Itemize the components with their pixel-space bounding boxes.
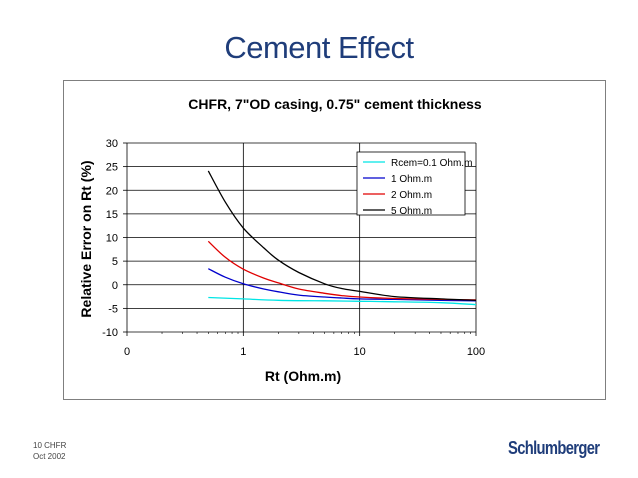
y-tick-label: -10 [102,327,118,339]
x-tick-label: 10 [354,346,366,358]
x-tick-label: 100 [467,346,485,358]
y-tick-label: -5 [108,303,118,315]
y-tick-label: 15 [106,209,118,221]
legend: Rcem=0.1 Ohm.m 1 Ohm.m 2 Ohm.m 5 Ohm.m [356,151,472,217]
slide-title: Cement Effect [224,30,414,65]
legend-label: Rcem=0.1 Ohm.m [391,158,472,169]
series-line-2 [208,268,477,302]
legend-label: 2 Ohm.m [391,190,432,201]
series-line-3 [207,240,477,301]
series-line-1 [208,296,477,306]
x-tick-label: 1 [240,346,246,358]
y-tick-label: 20 [106,185,118,197]
series-line-4 [207,170,477,301]
chart-frame: CHFR, 7"OD casing, 0.75" cement thicknes… [63,80,606,400]
x-tick-label: 0 [124,346,130,358]
chart-title: CHFR, 7"OD casing, 0.75" cement thicknes… [188,96,482,112]
y-tick-label: 30 [106,138,118,150]
y-tick-label: 10 [106,233,118,245]
footer-page-number: 10 CHFR [33,441,67,450]
legend-label: 1 Ohm.m [391,174,432,185]
tick-layer: -10 -5 0 5 10 15 20 25 30 0 1 10 100 [102,138,485,358]
schlumberger-logo: Schlumberger [508,438,600,458]
y-tick-label: 25 [106,162,118,174]
series-layer [207,170,477,306]
y-axis-label: Relative Error on Rt (%) [78,160,94,317]
x-axis-label: Rt (Ohm.m) [265,368,341,384]
footer-date: Oct 2002 [33,452,66,461]
y-tick-label: 0 [112,280,118,292]
y-tick-label: 5 [112,256,118,268]
chart-svg: CHFR, 7"OD casing, 0.75" cement thicknes… [78,96,485,384]
legend-label: 5 Ohm.m [391,206,432,217]
